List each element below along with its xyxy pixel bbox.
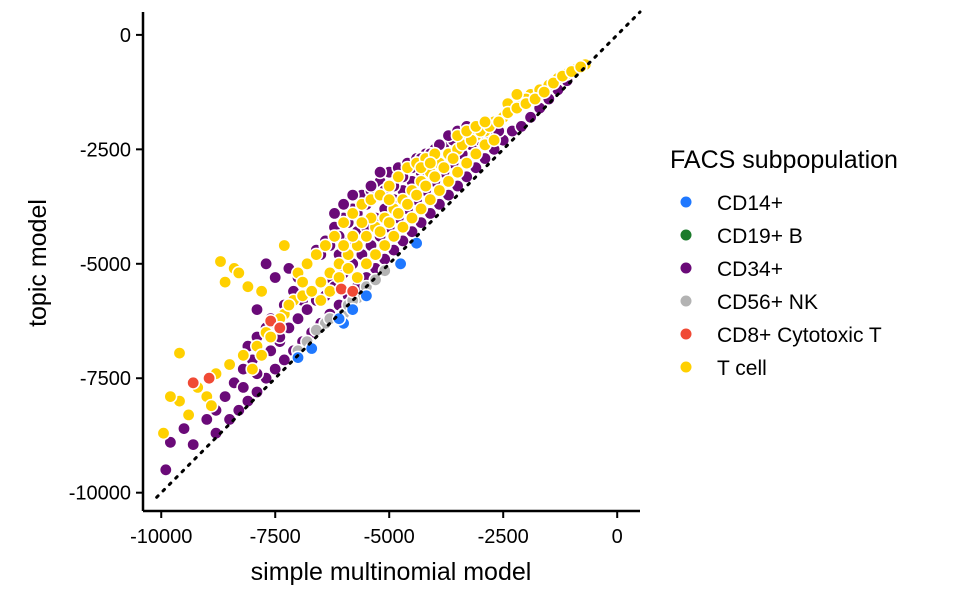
data-point xyxy=(214,255,226,267)
data-point xyxy=(182,409,194,421)
x-axis-title: simple multinomial model xyxy=(251,558,532,586)
data-point xyxy=(201,413,213,425)
data-point xyxy=(335,283,347,295)
legend-swatch xyxy=(681,296,692,307)
data-point xyxy=(255,285,267,297)
legend-label: CD19+ B xyxy=(717,225,803,248)
x-tick-label: 0 xyxy=(612,526,623,548)
legend-swatch xyxy=(681,230,692,241)
x-tick-label: -2500 xyxy=(478,526,529,548)
data-point xyxy=(292,351,304,363)
x-tick-label: -5000 xyxy=(364,526,415,548)
legend-swatch xyxy=(681,197,692,208)
y-tick-label: -7500 xyxy=(80,368,131,390)
data-point xyxy=(383,194,395,206)
data-point xyxy=(269,271,281,283)
legend-label: CD34+ xyxy=(717,258,783,281)
legend: FACS subpopulation CD14+ CD19+ B CD34+ CD56… xyxy=(670,146,898,380)
data-point xyxy=(488,134,500,146)
data-point xyxy=(223,358,235,370)
y-axis-ticks: 0 -2500 -5000 -7500 -10000 xyxy=(69,25,143,505)
data-point xyxy=(203,372,215,384)
legend-swatch xyxy=(681,329,692,340)
legend-label: CD56+ NK xyxy=(717,291,818,314)
data-point xyxy=(337,239,349,251)
data-point xyxy=(424,157,436,169)
data-point xyxy=(274,322,286,334)
data-point xyxy=(306,342,318,354)
data-point xyxy=(237,381,249,393)
data-point xyxy=(246,363,258,375)
data-point xyxy=(410,237,422,249)
data-point xyxy=(173,347,185,359)
data-point xyxy=(324,285,336,297)
y-axis-title: topic model xyxy=(24,199,52,327)
data-point xyxy=(187,377,199,389)
data-point xyxy=(255,349,267,361)
y-tick-label: -5000 xyxy=(80,254,131,276)
legend-items: CD14+ CD19+ B CD34+ CD56+ NK CD8+ Cytotoxic … xyxy=(681,192,882,380)
data-point xyxy=(157,427,169,439)
data-point xyxy=(374,166,386,178)
data-point xyxy=(278,239,290,251)
data-point xyxy=(260,258,272,270)
data-point xyxy=(283,299,295,311)
x-tick-label: -10000 xyxy=(130,526,192,548)
data-point xyxy=(164,390,176,402)
data-point xyxy=(251,386,263,398)
data-point xyxy=(237,349,249,361)
data-point xyxy=(356,216,368,228)
data-point xyxy=(187,438,199,450)
points-layer xyxy=(157,58,591,476)
data-point xyxy=(219,276,231,288)
x-axis-ticks: -10000 -7500 -5000 -2500 0 xyxy=(130,511,623,548)
data-point xyxy=(296,276,308,288)
y-tick-label: -2500 xyxy=(80,139,131,161)
data-point xyxy=(310,324,322,336)
legend-title: FACS subpopulation xyxy=(670,146,898,174)
y-tick-label: 0 xyxy=(120,25,131,47)
data-point xyxy=(178,422,190,434)
data-point xyxy=(242,281,254,293)
data-point xyxy=(347,285,359,297)
x-tick-label: -7500 xyxy=(250,526,301,548)
data-point xyxy=(205,400,217,412)
data-point xyxy=(479,116,491,128)
data-point xyxy=(219,390,231,402)
legend-swatch xyxy=(681,263,692,274)
data-point xyxy=(575,61,587,73)
data-point xyxy=(233,267,245,279)
data-point xyxy=(251,303,263,315)
data-point xyxy=(160,464,172,476)
legend-label: CD14+ xyxy=(717,192,783,215)
data-point xyxy=(394,258,406,270)
legend-label: T cell xyxy=(717,357,767,380)
legend-label: CD8+ Cytotoxic T xyxy=(717,324,882,347)
legend-swatch xyxy=(681,362,692,373)
y-tick-label: -10000 xyxy=(69,483,131,505)
data-point xyxy=(447,152,459,164)
